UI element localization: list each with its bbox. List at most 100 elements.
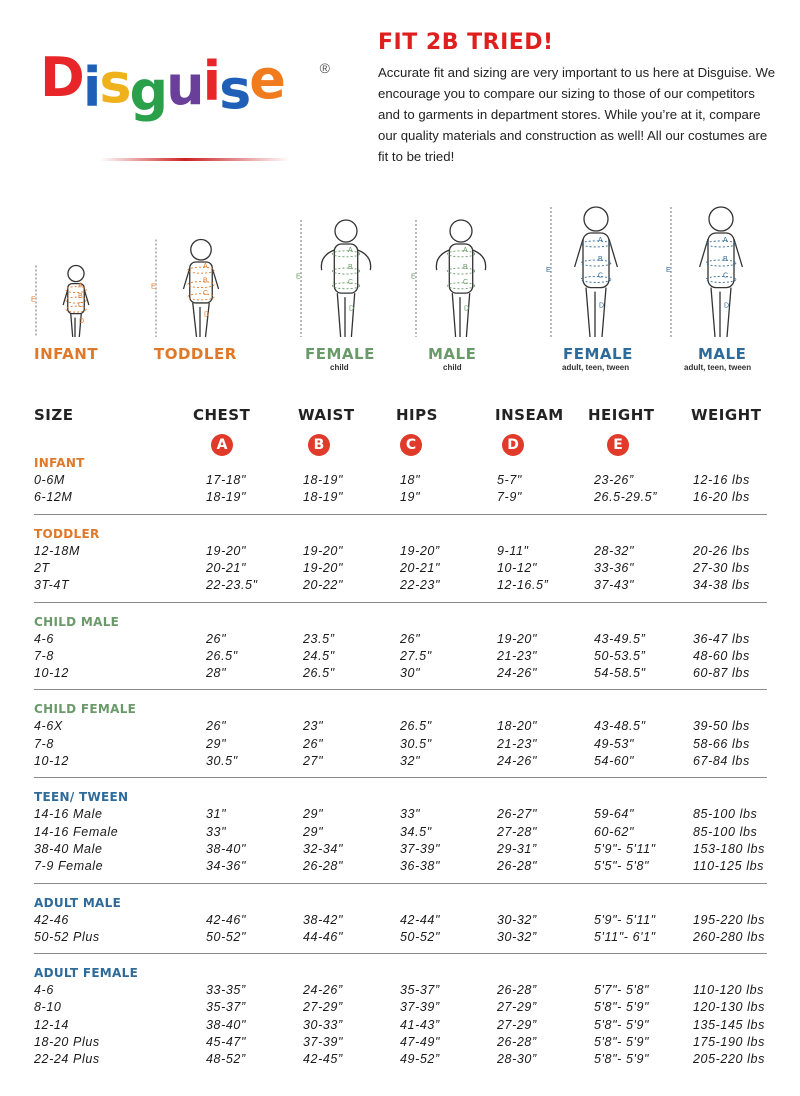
logo-letter: i bbox=[82, 56, 101, 119]
measure-letter: A bbox=[723, 237, 728, 244]
measure-letter: B bbox=[348, 264, 353, 271]
table-cell: 48-60 lbs bbox=[693, 648, 750, 663]
measure-letter: E bbox=[296, 274, 301, 281]
table-cell: 50-52" bbox=[206, 929, 247, 944]
table-cell: 5'9"- 5'11" bbox=[594, 841, 656, 856]
measure-ring bbox=[580, 275, 612, 283]
table-cell: 17-18" bbox=[206, 473, 247, 487]
measure-ring bbox=[580, 240, 612, 248]
table-cell: 44-46" bbox=[303, 929, 344, 944]
section-divider bbox=[34, 882, 767, 884]
table-cell: 50-53.5” bbox=[594, 648, 646, 663]
table-cell: 85-100 lbs bbox=[693, 824, 758, 839]
size-label: 14-16 Female bbox=[34, 824, 119, 839]
header-weight: WEIGHT bbox=[691, 406, 762, 424]
table-cell: 26.5" bbox=[400, 719, 432, 734]
measure-letter: D bbox=[599, 302, 604, 309]
table-cell: 5'9"- 5'11" bbox=[594, 912, 656, 927]
measure-ring bbox=[446, 267, 476, 275]
table-cell: 27-30 lbs bbox=[693, 560, 750, 575]
size-label: 50-52 Plus bbox=[34, 929, 100, 944]
table-cell: 33" bbox=[400, 807, 421, 822]
table-cell: 26-28" bbox=[303, 859, 344, 874]
table-cell: 5'5"- 5'8" bbox=[594, 859, 650, 874]
table-cell: 19" bbox=[400, 490, 421, 505]
table-cell: 26.5" bbox=[303, 666, 335, 681]
table-cell: 5-7" bbox=[497, 473, 522, 487]
table-cell: 35-37” bbox=[206, 1000, 246, 1015]
measure-badge-e: E bbox=[607, 434, 629, 456]
figure-label: MALE bbox=[428, 345, 477, 363]
table-cell: 27" bbox=[303, 754, 324, 768]
table-cell: 22-23.5" bbox=[206, 578, 258, 593]
measure-ring bbox=[705, 275, 737, 283]
disguise-logo: Disguise ® bbox=[40, 46, 340, 122]
logo-letter: D bbox=[40, 46, 85, 109]
measure-badge-b: B bbox=[308, 434, 330, 456]
figure-female: A B C D E bbox=[545, 195, 635, 345]
measure-letter: A bbox=[598, 237, 603, 244]
table-cell: 5'11"- 6'1" bbox=[594, 929, 656, 944]
table-cell: 41-43” bbox=[400, 1017, 440, 1032]
table-cell: 205-220 lbs bbox=[693, 1052, 765, 1067]
header-inseam: INSEAM bbox=[495, 406, 564, 424]
figure-male: A B C D E bbox=[665, 195, 765, 345]
measure-badge-c: C bbox=[400, 434, 422, 456]
measure-ring bbox=[705, 240, 737, 248]
size-label: 38-40 Male bbox=[34, 841, 103, 856]
figure-label: INFANT bbox=[34, 345, 99, 363]
figure-label: MALE bbox=[698, 345, 747, 363]
size-label: 12-18M bbox=[34, 543, 80, 558]
table-cell: 42-44" bbox=[400, 912, 441, 927]
header-height: HEIGHT bbox=[588, 406, 655, 424]
figure-sublabel: adult, teen, tween bbox=[562, 363, 630, 372]
table-cell: 26" bbox=[206, 631, 227, 646]
table-cell: 26" bbox=[400, 631, 421, 646]
table-cell: 38-42" bbox=[303, 912, 344, 927]
table-cell: 26-28” bbox=[497, 1035, 537, 1049]
table-cell: 19-20" bbox=[497, 631, 538, 646]
table-cell: 26-28” bbox=[497, 983, 537, 998]
measure-letter: E bbox=[546, 267, 551, 274]
measure-ring bbox=[65, 286, 87, 294]
size-label: 2T bbox=[34, 560, 50, 575]
measure-letter: A bbox=[348, 247, 353, 254]
header-size: SIZE bbox=[34, 406, 74, 424]
table-cell: 37-43" bbox=[594, 578, 635, 593]
measure-letter: B bbox=[78, 293, 83, 300]
table-cell: 37-39" bbox=[303, 1035, 344, 1049]
size-label: 7-8 bbox=[34, 648, 54, 663]
measure-letter: A bbox=[78, 283, 83, 290]
table-cell: 43-48.5" bbox=[594, 719, 646, 734]
section-title: INFANT bbox=[34, 456, 85, 470]
measure-ring bbox=[705, 259, 737, 267]
measure-ring bbox=[331, 267, 361, 275]
size-label: 7-8 bbox=[34, 736, 54, 751]
measure-ring bbox=[65, 305, 87, 313]
table-cell: 29" bbox=[303, 824, 324, 839]
figure-sublabel: adult, teen, tween bbox=[684, 363, 752, 372]
section-divider bbox=[34, 777, 767, 779]
table-cell: 50-52" bbox=[400, 929, 441, 944]
table-cell: 34-36" bbox=[206, 859, 247, 874]
measure-letter: C bbox=[723, 272, 728, 279]
table-cell: 18-20" bbox=[497, 719, 538, 734]
measure-letter: C bbox=[78, 302, 83, 309]
measure-ring bbox=[187, 281, 215, 288]
table-cell: 24-26” bbox=[303, 983, 343, 998]
section-title: TODDLER bbox=[34, 526, 100, 541]
table-cell: 26.5" bbox=[206, 648, 238, 663]
measure-ring bbox=[446, 282, 476, 290]
body-figures: A B C D E INFANT A B C D E TODDLER A B C D E FEMALE child A… bbox=[0, 195, 800, 375]
table-cell: 39-50 lbs bbox=[693, 719, 750, 734]
measure-letter: C bbox=[598, 272, 603, 279]
measure-letter: B bbox=[203, 278, 208, 285]
section-title: ADULT MALE bbox=[34, 895, 122, 910]
table-cell: 24-26" bbox=[497, 754, 538, 768]
table-cell: 18" bbox=[400, 473, 421, 487]
table-cell: 20-21" bbox=[400, 560, 441, 575]
